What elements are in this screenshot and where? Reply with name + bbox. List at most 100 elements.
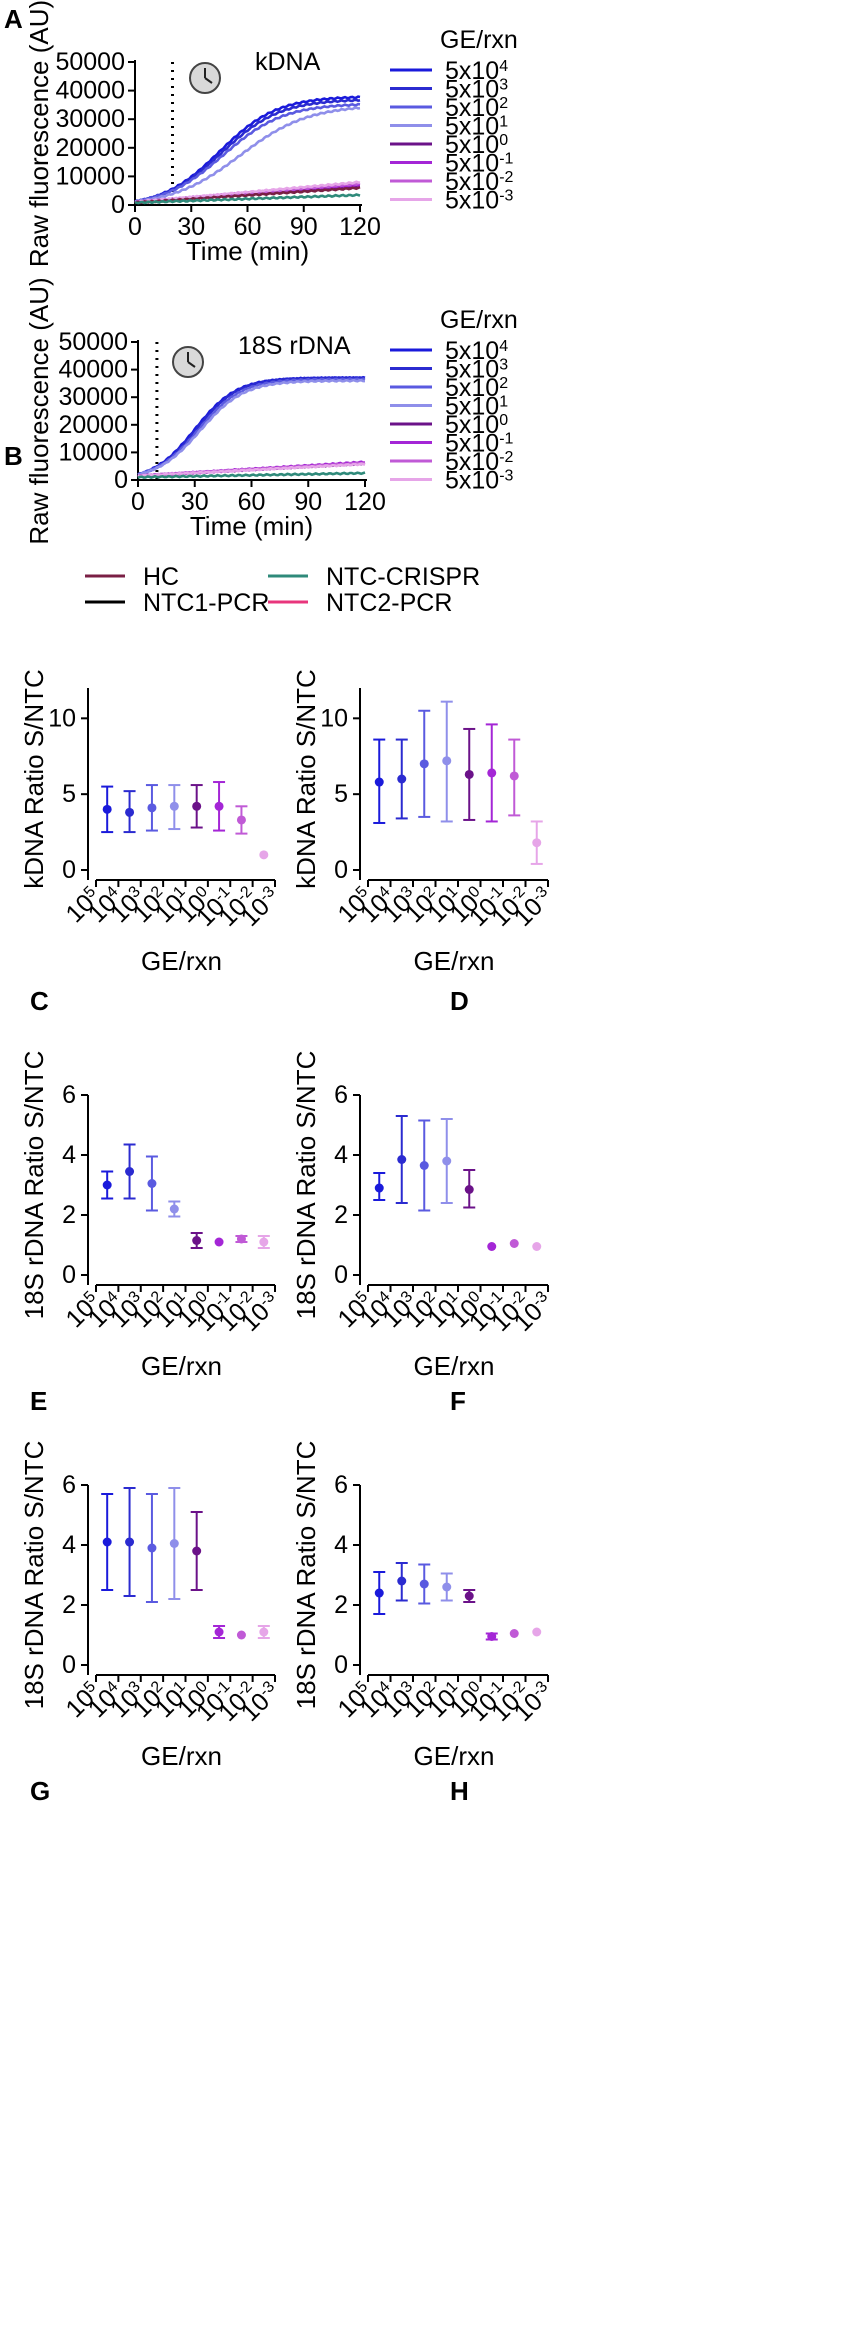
x-tick-label: 120 bbox=[339, 213, 381, 241]
legend-entry: 5x10-3 bbox=[445, 187, 514, 215]
series-line-5x10e4 bbox=[137, 375, 366, 476]
data-point bbox=[259, 1237, 269, 1247]
legend-entry: 5x104 bbox=[445, 57, 508, 85]
y-axis-label: kDNA Ratio S/NTC bbox=[291, 669, 321, 889]
control-legend: HC NTC-CRISPR NTC1-PCR NTC2-PCR bbox=[85, 563, 480, 617]
legend-entry: 5x10-1 bbox=[445, 150, 514, 178]
y-tick-label: 2 bbox=[334, 1201, 348, 1229]
y-tick-label: 40000 bbox=[55, 77, 125, 105]
x-tick-label: 0 bbox=[128, 213, 142, 241]
legend-entry: 5x101 bbox=[445, 113, 508, 141]
data-point bbox=[397, 1155, 407, 1164]
legend-title: GE/rxn bbox=[440, 306, 518, 334]
series-line-5x10e2 bbox=[137, 377, 366, 476]
y-tick-label: 0 bbox=[62, 1261, 76, 1289]
series-line-5x10e-3 bbox=[137, 462, 366, 478]
x-axis-label: GE/rxn bbox=[141, 1351, 222, 1381]
data-point bbox=[102, 1180, 112, 1190]
chart-C: 051010510410310210110010-110-210-3GE/rxn… bbox=[19, 669, 278, 976]
y-tick-label: 0 bbox=[334, 1261, 348, 1289]
data-point bbox=[125, 1537, 135, 1547]
x-axis-label: Time (min) bbox=[186, 236, 309, 266]
data-point bbox=[214, 801, 224, 811]
data-point bbox=[125, 1167, 135, 1176]
y-tick-label: 6 bbox=[334, 1081, 348, 1109]
y-tick-label: 5 bbox=[334, 780, 348, 808]
legend-entry: 5x102 bbox=[445, 94, 508, 122]
data-point bbox=[464, 1591, 474, 1601]
data-point bbox=[442, 1156, 452, 1166]
x-tick-label: 120 bbox=[344, 488, 386, 516]
legend-entry: NTC2-PCR bbox=[326, 589, 452, 617]
y-tick-label: 0 bbox=[111, 191, 125, 219]
data-point bbox=[102, 804, 112, 814]
y-tick-label: 2 bbox=[62, 1201, 76, 1229]
x-axis-label: GE/rxn bbox=[414, 1741, 495, 1771]
data-point bbox=[169, 1204, 179, 1214]
y-tick-label: 10000 bbox=[55, 162, 125, 190]
legend-entry: 5x101 bbox=[445, 393, 508, 421]
data-point bbox=[259, 850, 269, 860]
y-tick-label: 50000 bbox=[55, 48, 125, 76]
y-tick-label: 6 bbox=[334, 1471, 348, 1499]
data-point bbox=[464, 1185, 474, 1194]
x-axis-label: Time (min) bbox=[190, 511, 313, 541]
data-point bbox=[147, 803, 157, 813]
panel-label-B: B bbox=[4, 441, 23, 471]
y-tick-label: 10 bbox=[320, 704, 348, 732]
data-point bbox=[192, 1546, 202, 1556]
data-point bbox=[374, 1183, 384, 1193]
legend-entry: NTC-CRISPR bbox=[326, 563, 480, 591]
y-tick-label: 0 bbox=[334, 856, 348, 884]
data-point bbox=[236, 815, 246, 825]
x-axis-label: GE/rxn bbox=[141, 946, 222, 976]
series-line-5x10e2 bbox=[134, 102, 361, 203]
y-tick-label: 10000 bbox=[58, 438, 128, 466]
data-point bbox=[169, 1539, 179, 1548]
x-tick-label: 60 bbox=[234, 213, 262, 241]
x-tick-label: 60 bbox=[238, 488, 266, 516]
data-point bbox=[532, 838, 542, 848]
y-tick-label: 4 bbox=[334, 1531, 348, 1559]
chart-title: kDNA bbox=[255, 48, 321, 76]
y-tick-label: 20000 bbox=[58, 411, 128, 439]
data-point bbox=[532, 1242, 542, 1251]
legend-entry: 5x102 bbox=[445, 374, 508, 402]
y-tick-label: 30000 bbox=[55, 105, 125, 133]
y-tick-label: 5 bbox=[62, 780, 76, 808]
legend-entry: NTC1-PCR bbox=[143, 589, 269, 617]
clock-icon bbox=[172, 346, 204, 378]
y-tick-label: 40000 bbox=[58, 356, 128, 384]
y-tick-label: 50000 bbox=[58, 328, 128, 356]
y-tick-label: 0 bbox=[62, 1651, 76, 1679]
y-tick-label: 20000 bbox=[55, 134, 125, 162]
data-point bbox=[192, 801, 202, 811]
data-point bbox=[102, 1537, 112, 1547]
panel-label-H: H bbox=[450, 1776, 469, 1806]
legend-entry: HC bbox=[143, 563, 179, 591]
x-axis-label: GE/rxn bbox=[141, 1741, 222, 1771]
data-point bbox=[509, 1239, 519, 1248]
data-point bbox=[532, 1627, 542, 1637]
y-axis-label: 18S rDNA Ratio S/NTC bbox=[291, 1441, 321, 1710]
y-axis-label: Raw fluorescence (AU) bbox=[24, 0, 54, 267]
legend-entry: 5x10-3 bbox=[445, 467, 514, 495]
panel-label-E: E bbox=[30, 1386, 47, 1416]
data-point bbox=[419, 1161, 429, 1170]
y-axis-label: 18S rDNA Ratio S/NTC bbox=[19, 1441, 49, 1710]
data-point bbox=[236, 1630, 246, 1640]
clock-icon bbox=[189, 62, 221, 94]
panel-label-A: A bbox=[4, 4, 23, 34]
y-tick-label: 0 bbox=[62, 856, 76, 884]
x-tick-label: 30 bbox=[177, 213, 205, 241]
chart-E: 024610510410310210110010-110-210-3GE/rxn… bbox=[19, 1051, 278, 1381]
data-point bbox=[214, 1237, 224, 1247]
series-line-5x10e3 bbox=[137, 376, 366, 476]
x-axis-label: GE/rxn bbox=[414, 1351, 495, 1381]
data-point bbox=[259, 1627, 269, 1637]
x-axis-label: GE/rxn bbox=[414, 946, 495, 976]
data-point bbox=[147, 1543, 157, 1553]
panel-label-F: F bbox=[450, 1386, 466, 1416]
legend-entry: 5x100 bbox=[445, 411, 508, 439]
